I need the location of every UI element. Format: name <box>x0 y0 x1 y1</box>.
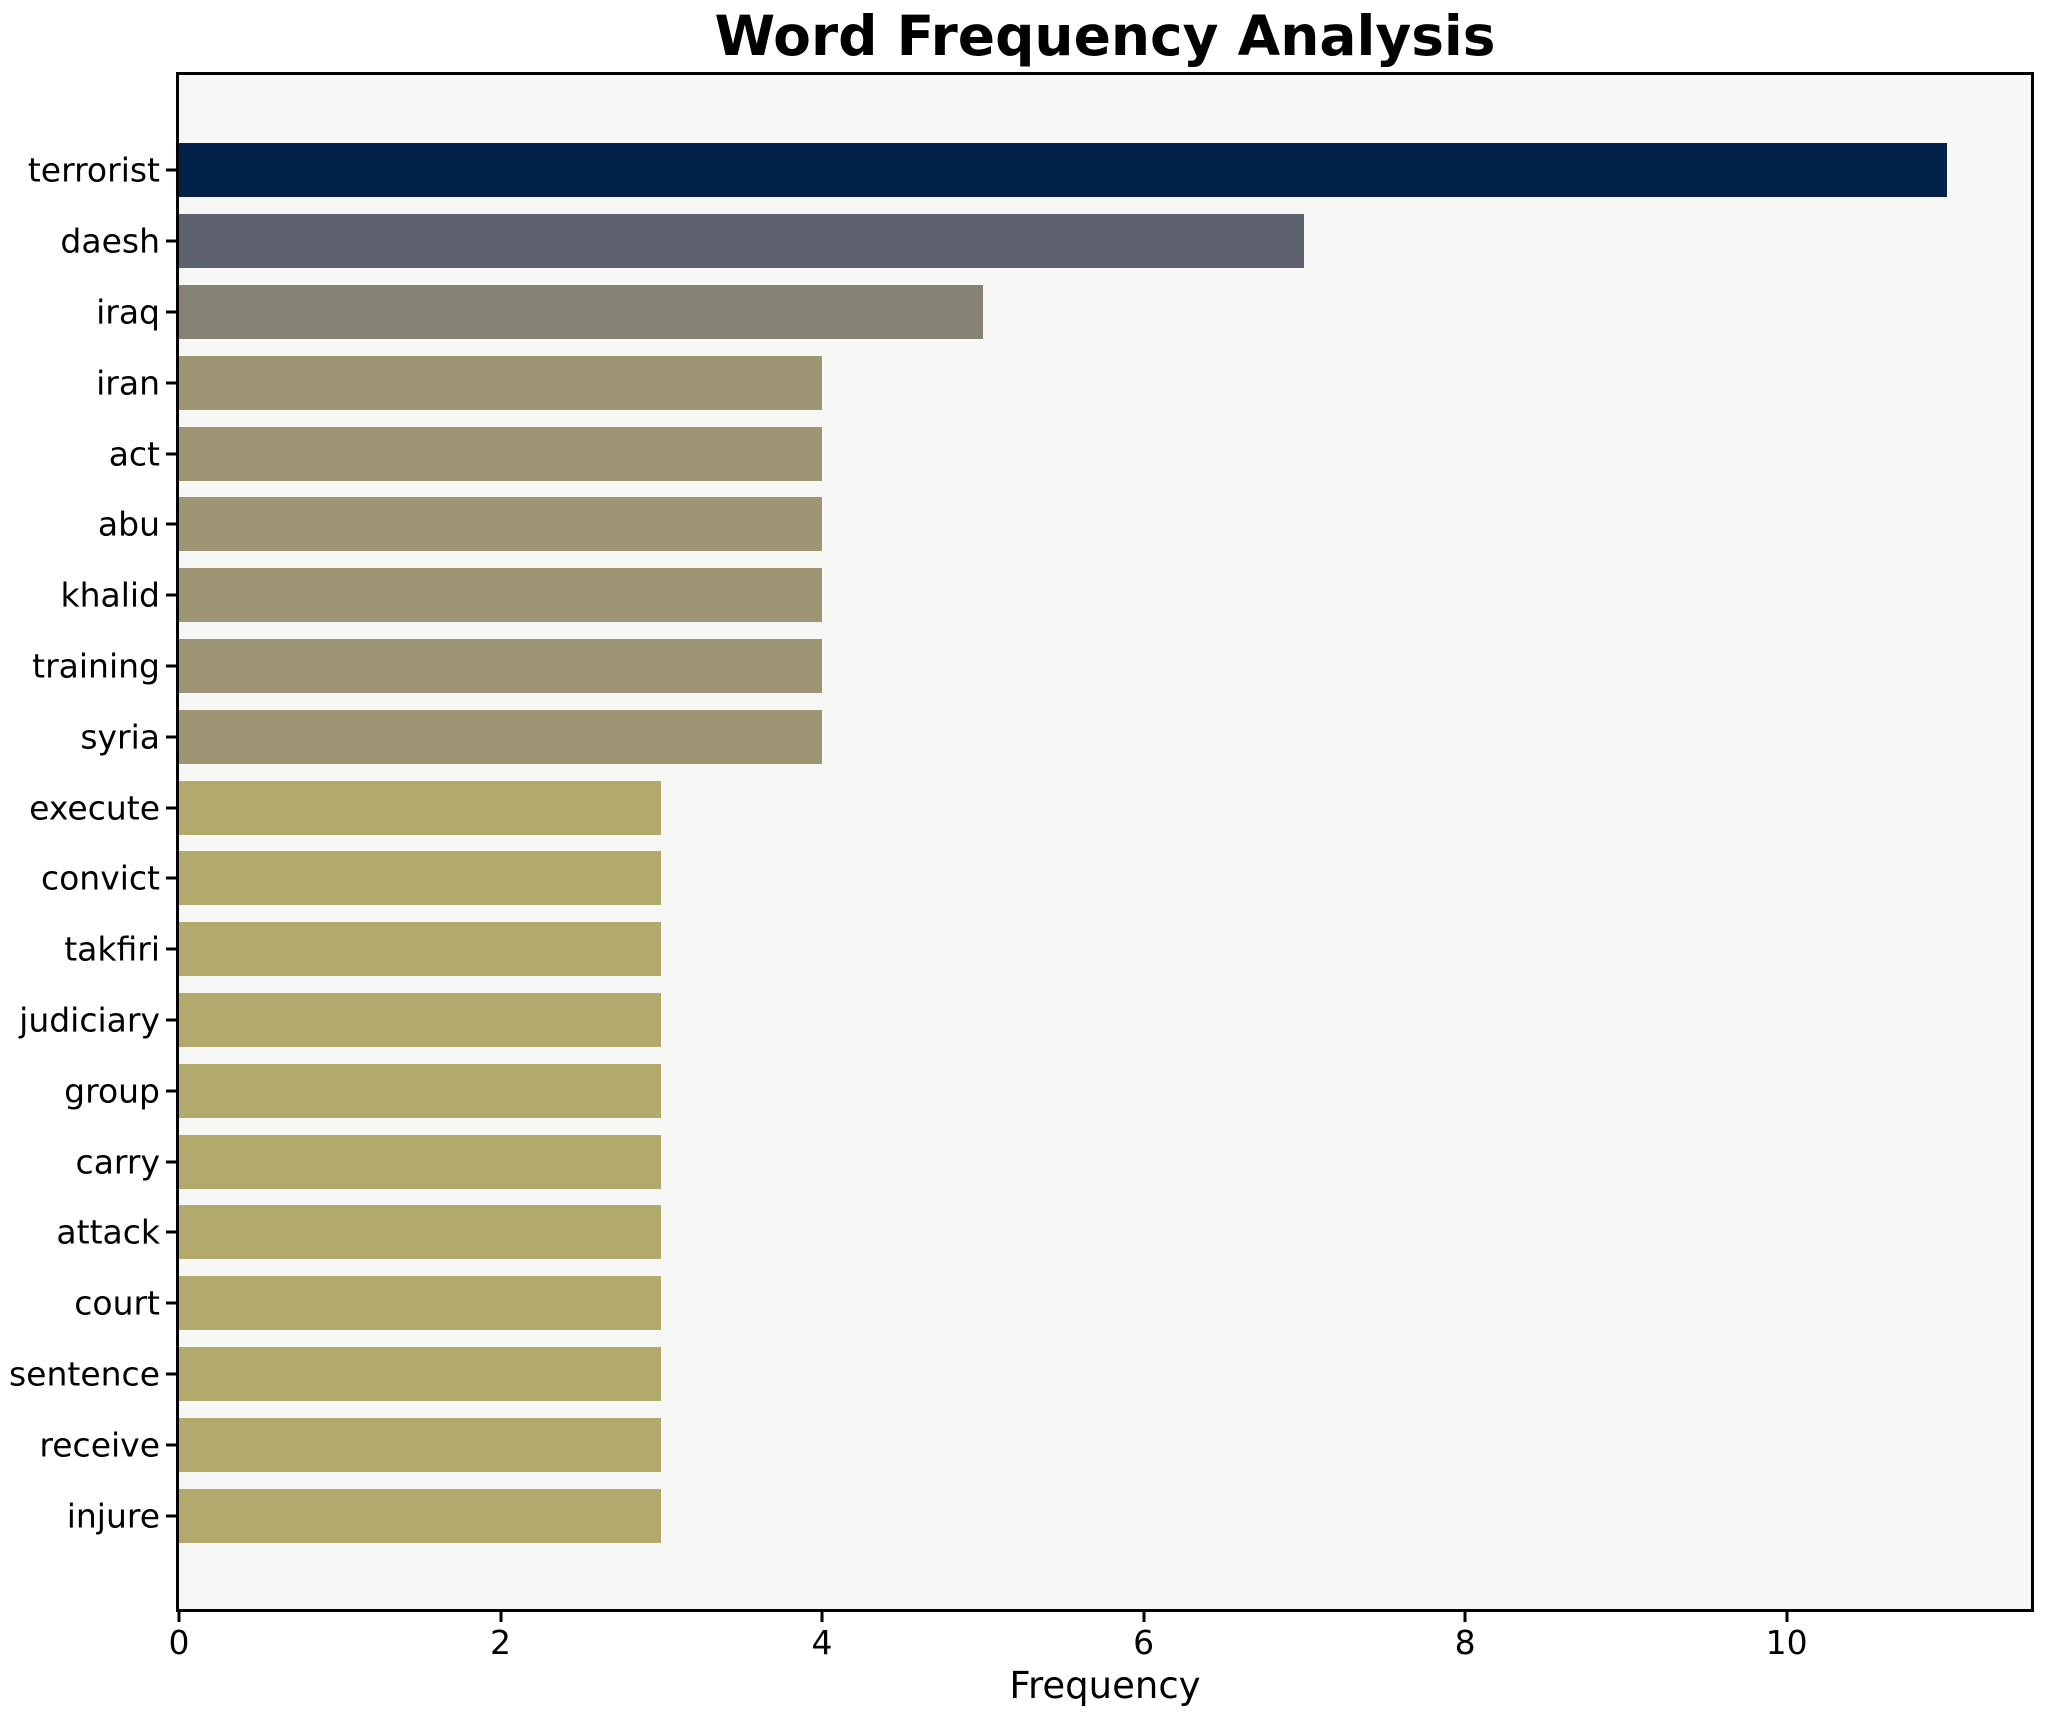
x-tick-label: 4 <box>811 1623 833 1662</box>
y-tick-mark <box>166 522 176 526</box>
plot-area: terrorist daesh iraq iran act abu khalid… <box>9 72 2034 1662</box>
bar <box>179 638 823 693</box>
y-tick-mark <box>166 1514 176 1518</box>
bar <box>179 709 823 764</box>
x-tick-mark <box>820 1612 824 1622</box>
y-tick-mark <box>166 593 176 597</box>
bar <box>179 1205 662 1260</box>
bar <box>179 992 662 1047</box>
x-tick-label: 10 <box>1765 1623 1808 1662</box>
bar-row-attack: attack <box>56 1197 2031 1268</box>
y-tick-mark <box>166 310 176 314</box>
bar-row-court: court <box>74 1268 2031 1339</box>
bar-row-sentence: sentence <box>9 1339 2031 1410</box>
bar-row-carry: carry <box>76 1126 2031 1197</box>
y-tick-mark <box>166 168 176 172</box>
bar-row-daesh: daesh <box>60 206 2031 277</box>
bar-row-training: training <box>32 631 2031 702</box>
chart-title: Word Frequency Analysis <box>714 4 1496 68</box>
bar-row-syria: syria <box>80 701 2031 772</box>
bar <box>179 355 823 410</box>
bar <box>179 1417 662 1472</box>
y-tick-label: training <box>32 646 160 686</box>
y-tick-label: execute <box>29 788 160 828</box>
bar-row-terrorist: terrorist <box>28 135 2031 206</box>
y-tick-mark <box>166 452 176 456</box>
x-tick-mark <box>1142 1612 1146 1622</box>
y-tick-mark <box>166 1160 176 1164</box>
x-tick-mark <box>1785 1612 1789 1622</box>
y-tick-mark <box>166 947 176 951</box>
y-tick-label: terrorist <box>27 150 160 190</box>
y-tick-label: daesh <box>60 221 160 261</box>
x-tick-label: 6 <box>1133 1623 1155 1662</box>
bar-row-iran: iran <box>96 347 2031 418</box>
bar <box>179 497 823 552</box>
y-tick-mark <box>166 239 176 243</box>
bar-row-takfiri: takfiri <box>64 914 2031 985</box>
bar <box>179 922 662 977</box>
y-tick-mark <box>166 876 176 880</box>
bar-row-receive: receive <box>39 1409 2031 1480</box>
bar <box>179 143 1948 198</box>
x-tick-label: 8 <box>1454 1623 1476 1662</box>
y-tick-mark <box>166 381 176 385</box>
y-tick-mark <box>166 735 176 739</box>
y-tick-mark <box>166 1443 176 1447</box>
y-tick-label: syria <box>80 717 160 757</box>
bar <box>179 1488 662 1543</box>
y-tick-label: attack <box>56 1212 160 1252</box>
bar-row-injure: injure <box>67 1480 2031 1551</box>
y-tick-label: iraq <box>96 292 160 332</box>
bar <box>179 780 662 835</box>
y-tick-mark <box>166 1018 176 1022</box>
y-tick-mark <box>166 1301 176 1305</box>
bar <box>179 1063 662 1118</box>
y-tick-label: receive <box>39 1425 160 1465</box>
y-tick-label: judiciary <box>19 1000 160 1040</box>
y-tick-label: khalid <box>60 575 160 615</box>
y-tick-label: act <box>108 434 160 474</box>
bar <box>179 214 1305 269</box>
y-tick-label: iran <box>96 363 160 403</box>
x-axis-label: Frequency <box>1009 1664 1201 1707</box>
x-tick-label: 0 <box>168 1623 190 1662</box>
bar <box>179 568 823 623</box>
bar-row-group: group <box>64 1055 2031 1126</box>
y-tick-label: injure <box>66 1496 160 1536</box>
y-tick-label: takfiri <box>64 929 160 969</box>
bar <box>179 1134 662 1189</box>
y-tick-label: carry <box>75 1142 160 1182</box>
bar-row-abu: abu <box>98 489 2031 560</box>
bar-row-judiciary: judiciary <box>19 985 2031 1056</box>
y-tick-label: court <box>74 1283 160 1323</box>
bar-row-act: act <box>109 418 2031 489</box>
x-tick-mark <box>177 1612 181 1622</box>
bar <box>179 1346 662 1401</box>
y-tick-label: sentence <box>8 1354 160 1394</box>
y-tick-mark <box>166 806 176 810</box>
bar-row-convict: convict <box>41 843 2031 914</box>
x-tick-mark <box>499 1612 503 1622</box>
y-tick-label: abu <box>97 504 160 544</box>
bar <box>179 1276 662 1331</box>
bar-row-khalid: khalid <box>60 560 2031 631</box>
bar-row-execute: execute <box>29 772 2031 843</box>
x-axis-ticks-layer: 0 2 4 6 8 10 <box>169 75 2031 1662</box>
y-tick-mark <box>166 664 176 668</box>
bar <box>179 284 983 339</box>
y-tick-mark <box>166 1230 176 1234</box>
bar-row-iraq: iraq <box>96 277 2031 348</box>
bar <box>179 426 823 481</box>
y-tick-label: convict <box>40 858 160 898</box>
y-tick-mark <box>166 1372 176 1376</box>
bars-layer: terrorist daesh iraq iran act abu khalid… <box>9 75 2031 1609</box>
y-tick-mark <box>166 1089 176 1093</box>
y-tick-label: group <box>64 1071 160 1111</box>
bar <box>179 851 662 906</box>
x-tick-mark <box>1463 1612 1467 1622</box>
x-tick-label: 2 <box>490 1623 512 1662</box>
